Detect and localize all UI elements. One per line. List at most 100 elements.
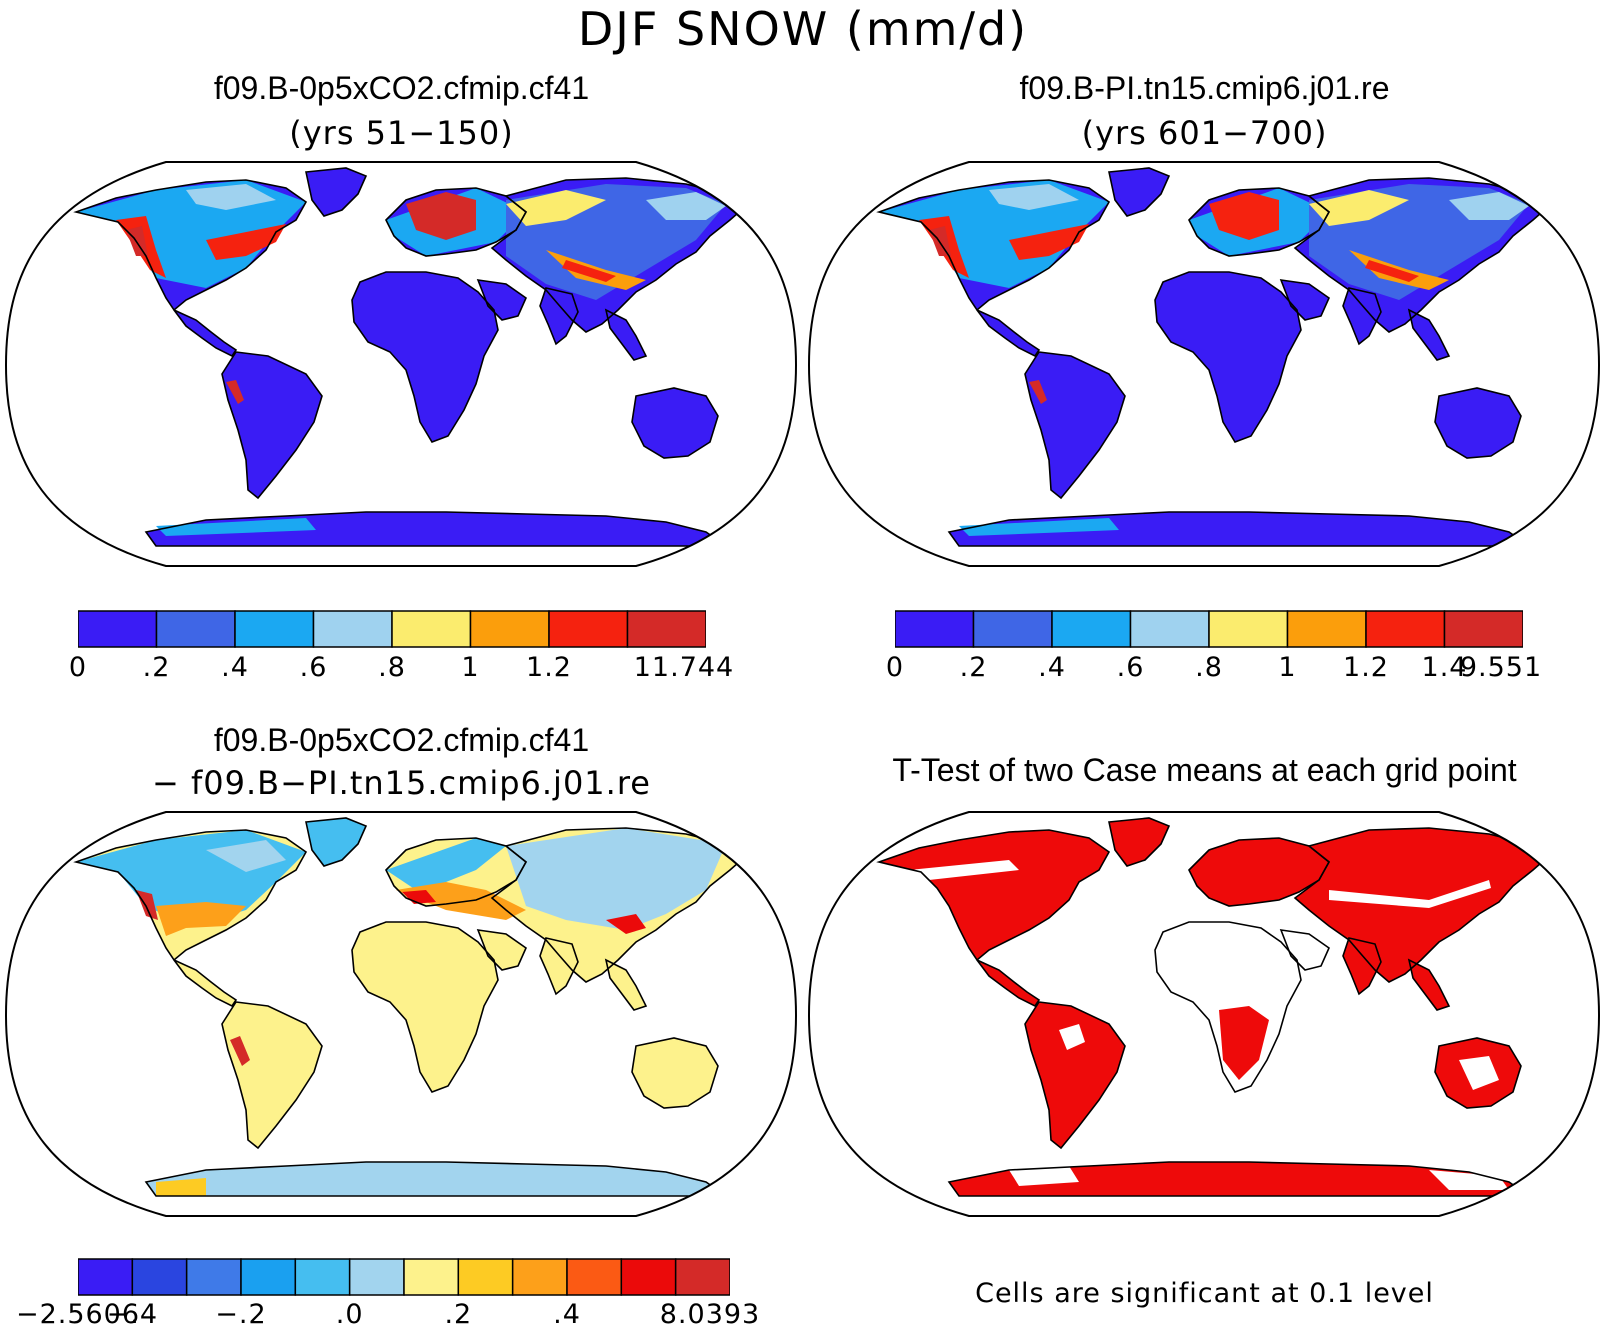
land-australia bbox=[1435, 388, 1521, 458]
panel2-title: f09.B-PI.tn15.cmip6.j01.re bbox=[1019, 70, 1390, 106]
colorbar-swatch bbox=[511, 1258, 568, 1296]
colorbar-tick-label: .0 bbox=[335, 1299, 364, 1330]
field-patch bbox=[1329, 880, 1491, 908]
panel4-note: Cells are significant at 0.1 level bbox=[975, 1278, 1434, 1309]
field-patch bbox=[1009, 1166, 1079, 1186]
field-patch bbox=[230, 1036, 250, 1066]
map-border bbox=[807, 161, 1601, 567]
colorbar-tick-label: .8 bbox=[1195, 652, 1223, 683]
colorbar-tick-label: 1 bbox=[1278, 652, 1297, 683]
coastline-southAmerica bbox=[1024, 1001, 1126, 1150]
coastline-india bbox=[1342, 937, 1382, 996]
colorbar-tick-label: 1.2 bbox=[526, 652, 572, 683]
colorbar-swatch bbox=[185, 1258, 242, 1296]
land-seAsia bbox=[1409, 960, 1449, 1010]
field-patch bbox=[156, 532, 726, 546]
land-greenland bbox=[306, 168, 366, 216]
land-seAsia bbox=[606, 310, 646, 360]
coastline-northAmerica bbox=[73, 829, 308, 962]
coastline-centralAmerica bbox=[173, 959, 238, 1008]
land-greenland bbox=[306, 818, 366, 866]
field-patch bbox=[206, 224, 286, 260]
colorbar-swatch bbox=[1051, 610, 1132, 648]
field-patch bbox=[989, 184, 1079, 210]
field-patch bbox=[959, 518, 1119, 536]
panel3-map bbox=[4, 811, 798, 1217]
land-africa bbox=[352, 272, 498, 442]
coastline-arabia bbox=[1279, 929, 1330, 971]
colorbar-swatch bbox=[348, 1258, 405, 1296]
colorbar-swatch bbox=[294, 1258, 351, 1296]
colorbar-swatch bbox=[1443, 610, 1523, 648]
field-patch bbox=[1009, 224, 1089, 260]
colorbar-tick-label: .4 bbox=[221, 652, 249, 683]
field-patch bbox=[1429, 1170, 1509, 1190]
colorbar-tick-label: 8.0393 bbox=[659, 1299, 761, 1330]
colorbar-swatch bbox=[548, 610, 629, 648]
field-patch bbox=[226, 380, 244, 404]
field-patch bbox=[1459, 1056, 1499, 1090]
land-africa bbox=[352, 922, 498, 1092]
colorbar-swatch bbox=[391, 610, 472, 648]
land-centralAmerica bbox=[174, 310, 236, 356]
coastline-centralAmerica bbox=[976, 309, 1041, 358]
coastline-southAmerica bbox=[221, 351, 323, 500]
colorbar-tick-label: −2.5606 bbox=[15, 1299, 141, 1330]
colorbar-swatch bbox=[1365, 610, 1446, 648]
panel2-colorbar bbox=[895, 610, 1523, 648]
land-australia bbox=[632, 1038, 718, 1108]
coastline-africa bbox=[351, 271, 499, 443]
colorbar-tick-label: .2 bbox=[142, 652, 171, 683]
coastline-australia bbox=[1434, 1037, 1522, 1109]
coastline-antarctica bbox=[144, 511, 729, 547]
panel1-colorbar-labels: 0 .2 .4 .6 .8 1 1.2 11.744 bbox=[69, 652, 733, 688]
colorbar-swatch bbox=[566, 1258, 623, 1296]
colorbar-swatch bbox=[895, 610, 975, 648]
field-patch bbox=[1449, 192, 1529, 220]
land-southAmerica bbox=[222, 1002, 322, 1148]
coastline-australia bbox=[631, 1037, 719, 1109]
colorbar-swatch bbox=[403, 1258, 460, 1296]
coastline-southAmerica bbox=[221, 1001, 323, 1150]
coastline-greenland bbox=[1108, 817, 1171, 867]
field-patch bbox=[206, 840, 286, 872]
coastline-india bbox=[539, 937, 579, 996]
coastline-greenland bbox=[305, 167, 368, 217]
field-patch bbox=[156, 1178, 206, 1196]
field-patch bbox=[1219, 1006, 1269, 1080]
colorbar-swatch bbox=[240, 1258, 297, 1296]
land-southAmerica bbox=[222, 352, 322, 498]
field-patch bbox=[1365, 260, 1419, 282]
land-antarctica bbox=[146, 1162, 726, 1196]
land-southAmerica bbox=[1025, 352, 1125, 498]
land-northAmerica bbox=[879, 830, 1109, 960]
field-patch bbox=[879, 180, 1109, 288]
colorbar-swatch bbox=[674, 1258, 730, 1296]
panel3-title: f09.B-0p5xCO2.cfmip.cf41 bbox=[213, 722, 590, 758]
coastline-seAsia bbox=[604, 308, 648, 361]
coastline-northAmerica bbox=[73, 179, 308, 312]
colorbar-swatch bbox=[626, 610, 706, 648]
colorbar-tick-label: 1.2 bbox=[1343, 652, 1389, 683]
field-patch bbox=[646, 192, 726, 220]
colorbar-tick-label: 1 bbox=[461, 652, 480, 683]
field-patch bbox=[929, 226, 951, 256]
colorbar-tick-label: .8 bbox=[378, 652, 406, 683]
panel2-subtitle: (yrs 601−700) bbox=[1081, 114, 1328, 152]
colorbar-tick-label: 1.4 bbox=[1421, 652, 1468, 683]
panel1-title: f09.B-0p5xCO2.cfmip.cf41 bbox=[213, 70, 590, 106]
coastline-centralAmerica bbox=[976, 959, 1041, 1008]
coastline-greenland bbox=[305, 817, 368, 867]
field-patch bbox=[1059, 1024, 1085, 1050]
coastline-northAmerica bbox=[876, 179, 1111, 312]
colorbar-tick-label: 0 bbox=[885, 652, 905, 683]
land-australia bbox=[632, 388, 718, 458]
colorbar-swatch bbox=[469, 610, 550, 648]
panel4-title: T-Test of two Case means at each grid po… bbox=[892, 752, 1517, 788]
field-patch bbox=[606, 914, 646, 934]
colorbar-swatch bbox=[972, 610, 1053, 648]
coastline-europe bbox=[1188, 187, 1331, 257]
land-antarctica bbox=[949, 1162, 1529, 1196]
coastline-greenland bbox=[1108, 167, 1171, 217]
coastline-arabia bbox=[476, 279, 527, 321]
